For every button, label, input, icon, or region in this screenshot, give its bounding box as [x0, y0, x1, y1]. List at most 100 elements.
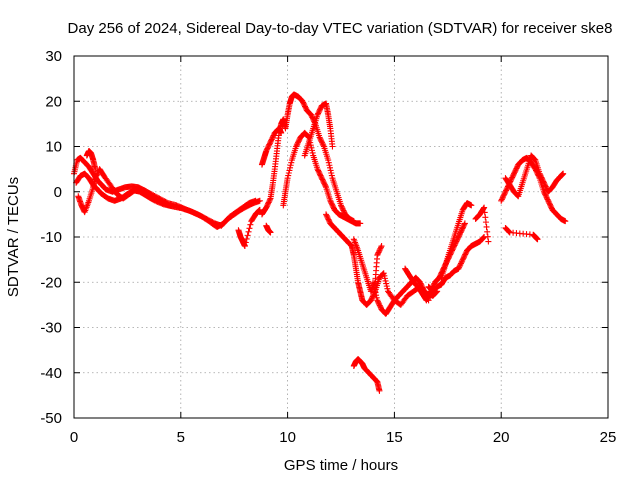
data-point	[548, 204, 555, 211]
data-point	[177, 205, 184, 212]
data-point	[314, 111, 321, 118]
data-point	[302, 104, 309, 111]
data-point	[308, 111, 315, 118]
data-point	[501, 191, 508, 198]
data-point	[326, 162, 333, 169]
data-point	[453, 237, 460, 244]
data-point	[483, 223, 490, 230]
data-point	[510, 171, 517, 178]
data-point	[455, 234, 462, 241]
y-axis-title: SDTVAR / TECUs	[5, 177, 22, 297]
data-point	[430, 281, 437, 288]
data-point	[505, 228, 512, 235]
data-point	[92, 166, 99, 173]
series-track-u	[502, 224, 541, 243]
data-point	[371, 287, 378, 294]
data-point	[426, 290, 433, 297]
data-point	[319, 139, 326, 146]
data-point	[265, 200, 272, 207]
data-point	[460, 223, 467, 230]
data-point	[329, 202, 336, 209]
x-axis-ticks: 0 5 10 15 20 25	[70, 56, 617, 446]
data-point	[315, 168, 322, 175]
data-point	[373, 292, 380, 299]
data-point	[377, 245, 384, 252]
data-point	[459, 256, 466, 263]
data-point	[265, 142, 272, 149]
data-point	[376, 248, 383, 255]
data-point	[314, 166, 321, 173]
data-point	[384, 285, 391, 292]
x-tick-label: 15	[386, 429, 403, 446]
data-point	[329, 143, 336, 150]
x-tick-label: 20	[493, 429, 510, 446]
data-point	[547, 202, 554, 209]
data-point	[456, 263, 463, 270]
data-point	[481, 204, 488, 211]
x-tick-label: 5	[177, 429, 185, 446]
data-point	[509, 173, 516, 180]
data-point	[499, 195, 506, 202]
data-point	[318, 173, 325, 180]
data-point	[452, 241, 459, 248]
data-point	[462, 250, 469, 257]
data-point	[512, 166, 519, 173]
data-point	[542, 182, 549, 189]
data-point	[309, 114, 316, 121]
data-point	[324, 215, 331, 222]
data-point	[462, 251, 469, 258]
data-point	[294, 139, 301, 146]
data-point	[513, 165, 520, 172]
data-point	[319, 176, 326, 183]
data-point	[288, 159, 295, 166]
data-point	[543, 195, 550, 202]
series-track-n	[350, 356, 383, 394]
data-point	[536, 170, 543, 177]
data-point	[256, 206, 263, 213]
data-point	[317, 172, 324, 179]
data-point	[542, 192, 549, 199]
data-point	[458, 226, 465, 233]
y-tick-label: -30	[40, 320, 62, 337]
series-track-h	[263, 222, 274, 236]
data-point	[506, 228, 513, 235]
y-tick-label: -20	[40, 274, 62, 291]
data-point	[284, 175, 291, 182]
data-point	[371, 284, 378, 291]
data-point	[459, 225, 466, 232]
data-point	[323, 212, 330, 219]
y-tick-label: 10	[45, 139, 62, 156]
data-point	[503, 187, 510, 194]
series-track-t	[502, 152, 567, 200]
data-point	[327, 199, 334, 206]
data-point	[266, 140, 273, 147]
data-point	[502, 188, 509, 195]
data-point	[321, 181, 328, 188]
data-point	[511, 170, 518, 177]
data-point	[485, 238, 492, 245]
data-point	[316, 170, 323, 177]
data-point	[367, 288, 374, 295]
data-point	[458, 259, 465, 266]
series-track-i	[280, 129, 364, 227]
data-point	[372, 289, 379, 296]
data-point	[270, 132, 277, 139]
data-point	[315, 110, 322, 117]
x-tick-label: 25	[600, 429, 617, 446]
data-point	[241, 243, 248, 250]
data-point	[341, 208, 348, 215]
data-point	[327, 197, 334, 204]
data-point	[328, 170, 335, 177]
data-point	[378, 243, 385, 250]
data-point	[327, 167, 334, 174]
data-point	[317, 135, 324, 142]
data-point	[263, 146, 270, 153]
data-point	[294, 140, 301, 147]
data-point	[541, 190, 548, 197]
data-points	[71, 91, 569, 394]
data-point	[376, 387, 383, 394]
data-point	[374, 250, 381, 257]
data-point	[501, 190, 508, 197]
data-point	[425, 293, 432, 300]
